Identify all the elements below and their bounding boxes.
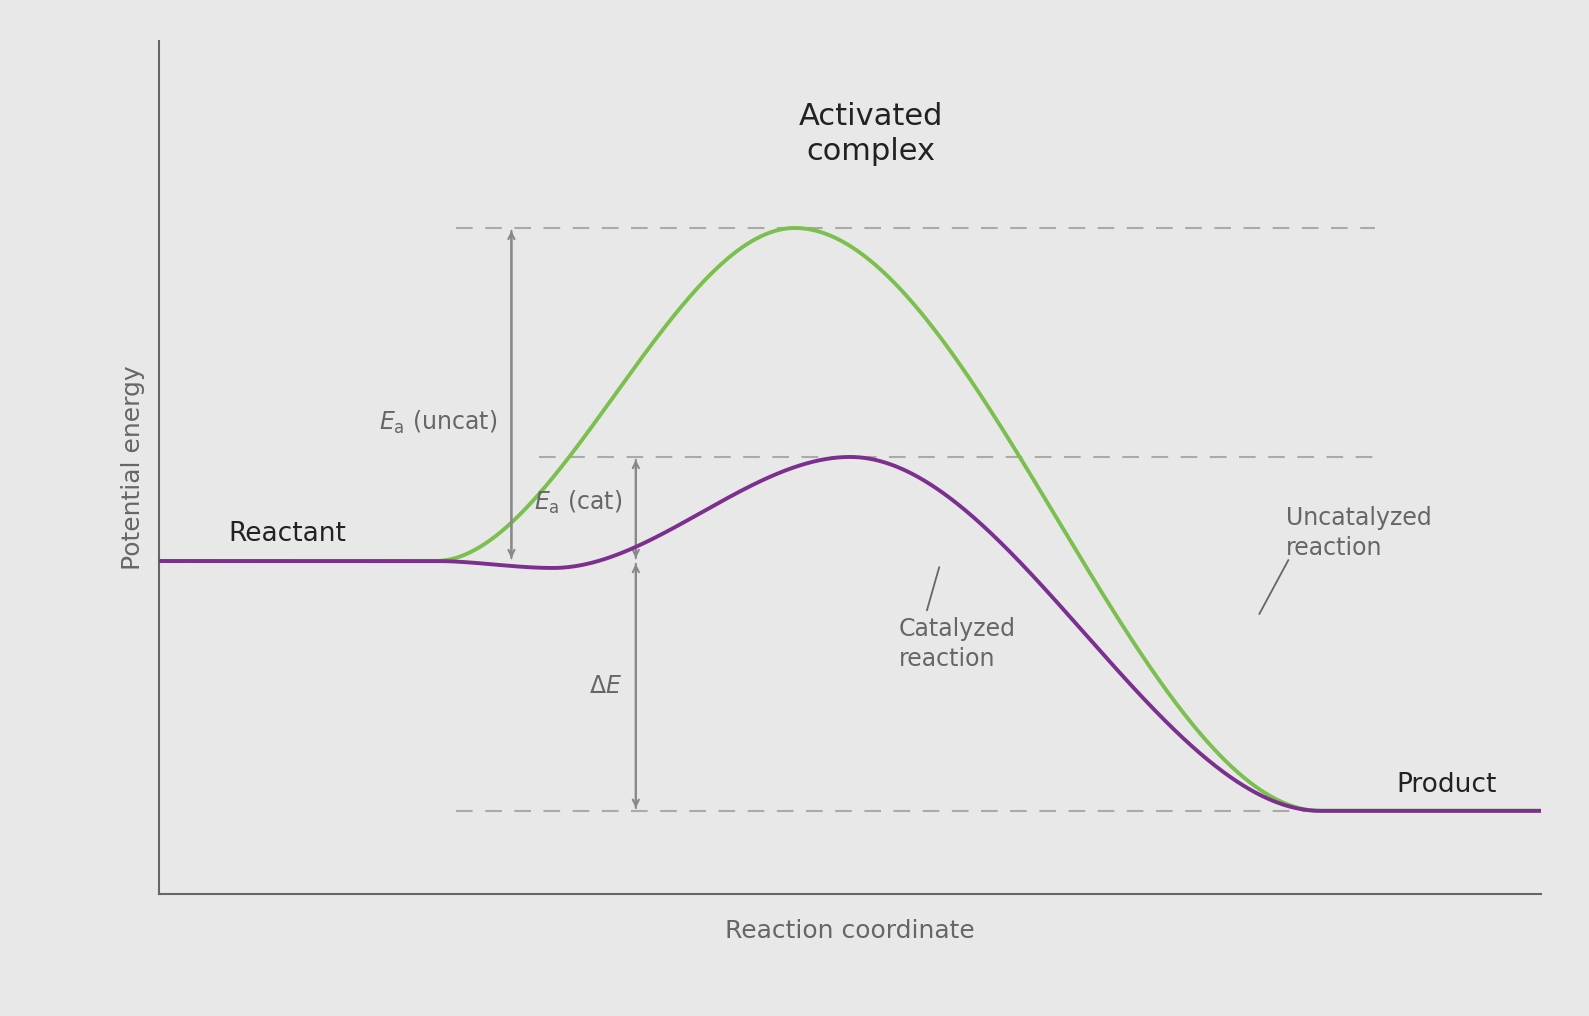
Text: Catalyzed
reaction: Catalyzed reaction xyxy=(898,618,1015,672)
Text: $\Delta E$: $\Delta E$ xyxy=(590,674,621,698)
Text: Reactant: Reactant xyxy=(229,521,346,548)
Y-axis label: Potential energy: Potential energy xyxy=(121,365,145,570)
Text: Product: Product xyxy=(1397,772,1497,799)
X-axis label: Reaction coordinate: Reaction coordinate xyxy=(725,919,976,943)
Text: Uncatalyzed
reaction: Uncatalyzed reaction xyxy=(1286,506,1432,560)
Text: Activated
complex: Activated complex xyxy=(799,102,942,166)
Text: $E_\mathrm{a}$ (uncat): $E_\mathrm{a}$ (uncat) xyxy=(380,408,497,436)
Text: $E_\mathrm{a}$ (cat): $E_\mathrm{a}$ (cat) xyxy=(534,489,621,516)
